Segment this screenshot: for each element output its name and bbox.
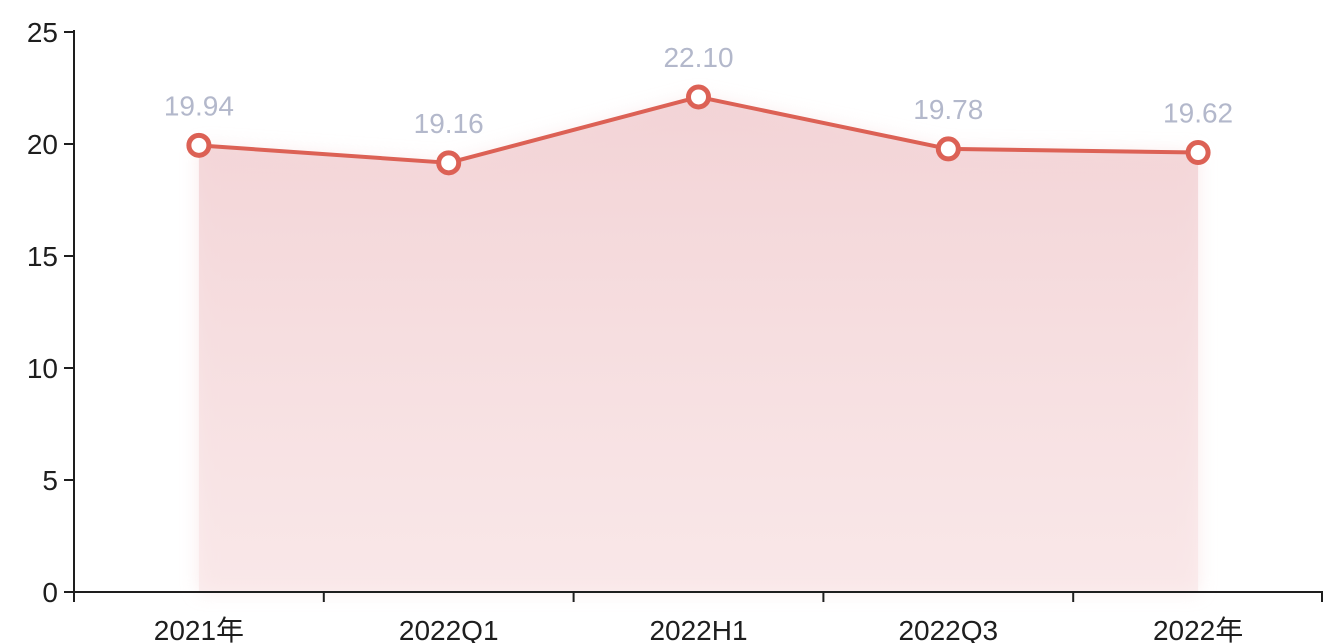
area-fill xyxy=(198,96,1199,593)
y-tick-label: 10 xyxy=(27,353,58,384)
x-tick-label: 2021年 xyxy=(154,615,244,643)
x-tick-label: 2022Q3 xyxy=(898,615,998,643)
series-layer xyxy=(186,84,1211,176)
y-tick-label: 15 xyxy=(27,241,58,272)
y-tick-label: 25 xyxy=(27,17,58,48)
x-tick-label: 2022Q1 xyxy=(399,615,499,643)
data-point[interactable] xyxy=(686,84,711,110)
y-tick-label: 20 xyxy=(27,129,58,160)
data-point[interactable] xyxy=(1185,140,1211,166)
data-label: 19.62 xyxy=(1163,98,1233,129)
data-point[interactable] xyxy=(436,150,462,176)
data-label: 19.16 xyxy=(414,108,484,139)
data-labels: 19.94 19.16 22.10 19.78 19.62 xyxy=(164,42,1233,139)
y-tick-label: 0 xyxy=(42,577,58,608)
axes: 0 5 10 15 20 25 2021年 2022Q1 2022H1 2022Q3 2022年 xyxy=(27,17,1323,643)
data-label: 19.78 xyxy=(913,94,983,125)
area-layer xyxy=(198,96,1199,593)
x-tick-label: 2022H1 xyxy=(649,615,747,643)
data-point[interactable] xyxy=(935,136,961,162)
y-tick-label: 5 xyxy=(42,465,58,496)
data-label: 19.94 xyxy=(164,90,234,121)
data-label: 22.10 xyxy=(663,42,733,73)
x-tick-label: 2022年 xyxy=(1153,615,1243,643)
data-point[interactable] xyxy=(186,132,212,158)
